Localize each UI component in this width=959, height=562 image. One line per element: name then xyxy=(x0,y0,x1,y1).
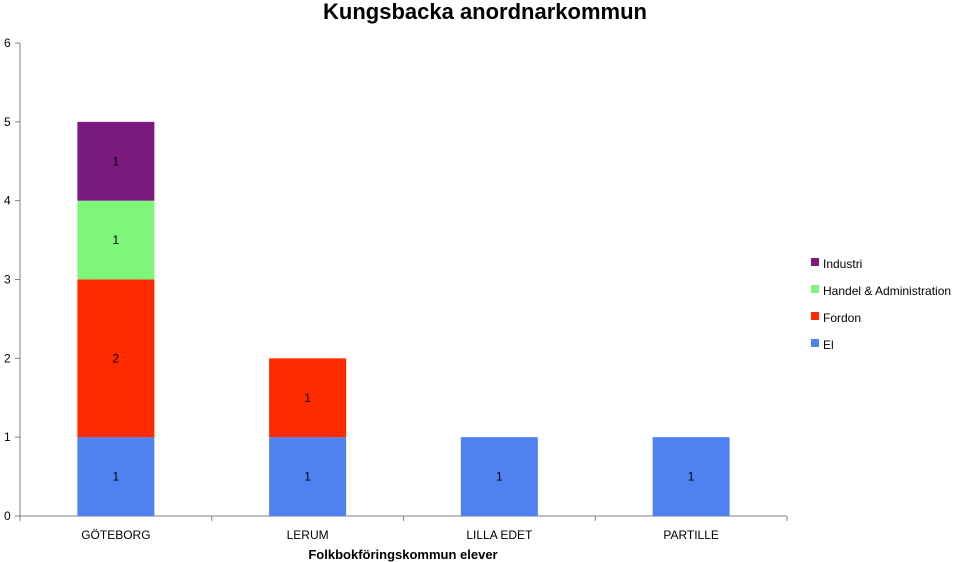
data-label: 1 xyxy=(688,470,695,484)
x-category-label: LERUM xyxy=(287,528,329,542)
data-label: 1 xyxy=(113,154,120,168)
bars-group xyxy=(77,121,730,516)
x-category-label: PARTILLE xyxy=(663,528,719,542)
data-label: 2 xyxy=(113,351,120,365)
y-tick-label: 4 xyxy=(4,194,11,208)
legend-label: Handel & Administration xyxy=(823,284,951,298)
y-tick-label: 6 xyxy=(4,36,11,50)
legend-label: Fordon xyxy=(823,311,861,325)
data-label: 1 xyxy=(496,470,503,484)
legend-swatch xyxy=(811,285,819,293)
y-tick-label: 1 xyxy=(4,430,11,444)
data-labels-group: 1 2 1 1 1 1 1 1 xyxy=(113,154,695,483)
x-axis-title: Folkbokföringskommun elever xyxy=(308,547,497,562)
legend-swatch xyxy=(811,312,819,320)
x-category-label: GÖTEBORG xyxy=(81,528,150,542)
bar-segment xyxy=(77,200,155,280)
legend-label: El xyxy=(823,338,834,352)
data-label: 1 xyxy=(113,470,120,484)
data-label: 1 xyxy=(113,233,120,247)
bar-segment xyxy=(652,437,730,516)
chart-title: Kungsbacka anordnarkommun xyxy=(323,0,647,24)
y-tick-label: 3 xyxy=(4,273,11,287)
legend: Industri Handel & Administration Fordon El xyxy=(811,257,951,352)
legend-swatch xyxy=(811,258,819,266)
bar-segment xyxy=(460,437,538,516)
data-label: 1 xyxy=(304,391,311,405)
legend-label: Industri xyxy=(823,257,862,271)
y-axis: 0 1 2 3 4 5 6 xyxy=(4,36,21,523)
y-tick-label: 0 xyxy=(4,509,11,523)
data-label: 1 xyxy=(304,470,311,484)
x-category-label: LILLA EDET xyxy=(466,528,533,542)
legend-swatch xyxy=(811,339,819,347)
bar-segment xyxy=(269,437,347,516)
bar-segment xyxy=(77,121,155,201)
bar-segment xyxy=(269,358,347,438)
y-tick-label: 5 xyxy=(4,115,11,129)
bar-segment xyxy=(77,437,155,516)
bar-segment xyxy=(77,279,155,438)
y-tick-label: 2 xyxy=(4,351,11,365)
x-axis: GÖTEBORG LERUM LILLA EDET PARTILLE xyxy=(19,515,788,542)
